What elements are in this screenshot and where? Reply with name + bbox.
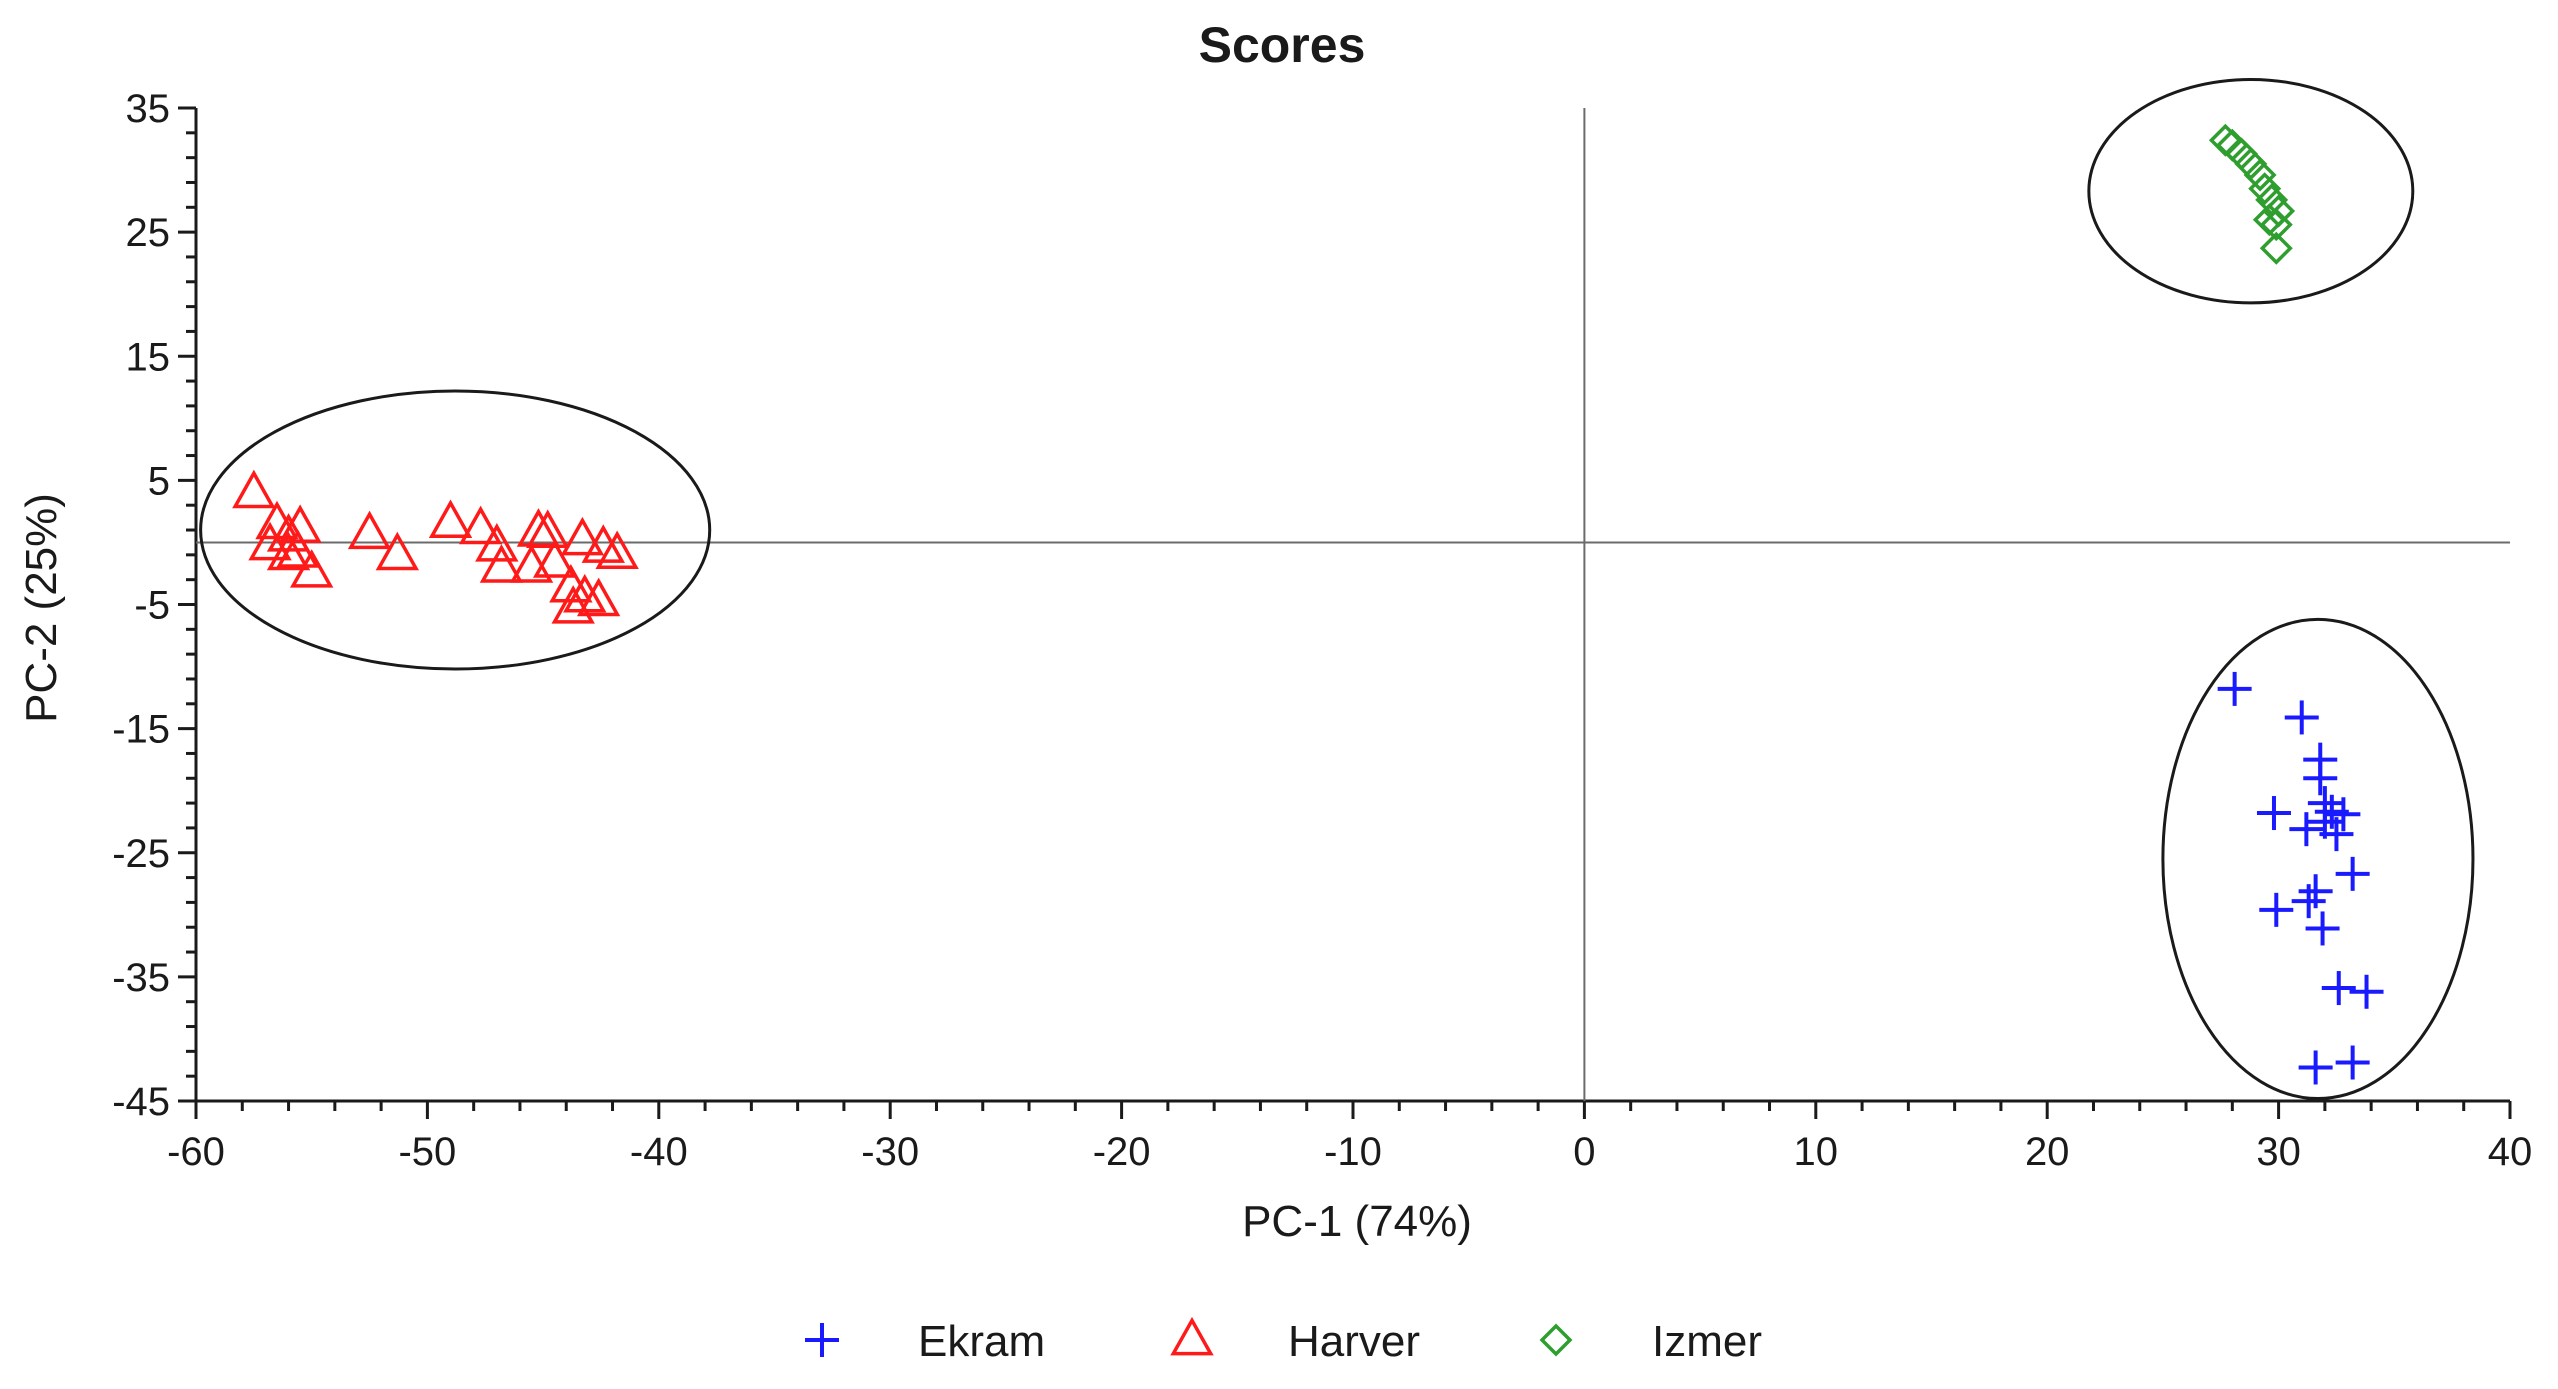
point-ekram: [2289, 812, 2324, 847]
cluster-ellipse-izmer: [2087, 77, 2415, 305]
y-tick-label: -5: [134, 584, 170, 628]
point-harver: [551, 585, 595, 624]
point-ekram: [2305, 911, 2340, 946]
point-ekram: [2217, 671, 2252, 706]
x-tick-label: -20: [1093, 1130, 1151, 1174]
point-izmer: [2225, 137, 2259, 171]
x-tick-label: -60: [167, 1130, 225, 1174]
cluster-ellipse-ekram: [2161, 617, 2475, 1101]
x-tick-label: 30: [2256, 1130, 2301, 1174]
point-ekram: [2335, 856, 2370, 891]
point-harver: [266, 531, 311, 571]
x-tick-label: -30: [861, 1130, 919, 1174]
y-axis-label: PC-2 (25%): [17, 493, 66, 723]
tick-labels: -60 -50 -40 -30 -20 -10 0 10 20 30 40 35 25 15 5 -5 -15 -…: [112, 87, 2532, 1174]
point-harver: [526, 509, 570, 548]
legend-marker-izmer: [1539, 1323, 1573, 1357]
point-ekram: [2335, 1045, 2370, 1080]
x-tick-label: 40: [2488, 1130, 2533, 1174]
y-tick-label: 5: [148, 459, 170, 503]
point-harver: [347, 510, 392, 550]
x-tick-label: 0: [1573, 1130, 1595, 1174]
y-tick-label: -45: [112, 1080, 170, 1124]
point-ekram: [2298, 1050, 2333, 1085]
cluster-ellipse-harver: [199, 389, 712, 671]
x-tick-label: 20: [2025, 1130, 2070, 1174]
y-tick-label: -35: [112, 956, 170, 1000]
chart-title: Scores: [1199, 17, 1366, 73]
point-harver: [276, 529, 320, 568]
x-tick-label: -50: [398, 1130, 456, 1174]
point-ekram: [2321, 971, 2356, 1006]
x-tick-label: 10: [1794, 1130, 1839, 1174]
point-harver: [375, 531, 420, 571]
point-harver: [248, 521, 292, 561]
x-tick-label: -40: [630, 1130, 688, 1174]
axes-layer: [178, 106, 2512, 1119]
point-ekram: [2284, 700, 2319, 735]
point-harver: [290, 549, 334, 588]
point-izmer: [2243, 158, 2277, 192]
point-izmer: [2248, 172, 2282, 206]
y-tick-label: -15: [112, 708, 170, 752]
legend-item-harver: Harver: [1170, 1316, 1420, 1366]
point-harver: [479, 544, 524, 583]
point-harver: [475, 523, 519, 562]
series-harver: [232, 469, 639, 624]
legend-label: Harver: [1288, 1317, 1420, 1366]
x-tick-label: -10: [1324, 1130, 1382, 1174]
legend: Ekram Harver Izmer: [805, 1316, 1762, 1366]
legend-label: Ekram: [918, 1317, 1045, 1366]
point-harver: [428, 499, 473, 539]
point-ekram: [2349, 974, 2384, 1009]
y-tick-label: 35: [126, 87, 171, 131]
legend-marker-ekram: [805, 1323, 839, 1357]
point-izmer: [2259, 208, 2293, 242]
legend-item-ekram: Ekram: [805, 1317, 1045, 1366]
point-ekram: [2307, 804, 2342, 839]
y-tick-label: -25: [112, 832, 170, 876]
data-points: [232, 123, 2384, 1085]
y-tick-label: 15: [126, 335, 171, 379]
point-harver: [560, 516, 605, 556]
series-izmer: [2208, 123, 2296, 265]
point-ekram: [2259, 892, 2294, 927]
point-izmer: [2259, 231, 2293, 265]
point-harver: [278, 504, 322, 543]
legend-marker-harver: [1170, 1316, 1214, 1356]
series-ekram: [2217, 671, 2384, 1085]
point-ekram: [2256, 796, 2291, 831]
x-axis-label: PC-1 (74%): [1242, 1197, 1472, 1246]
point-harver: [563, 573, 607, 613]
point-harver: [532, 539, 577, 578]
cluster-ellipses: [199, 77, 2475, 1101]
point-harver: [232, 469, 276, 509]
legend-label: Izmer: [1652, 1317, 1762, 1366]
point-harver: [576, 577, 621, 617]
point-ekram: [2291, 884, 2326, 919]
legend-item-izmer: Izmer: [1539, 1317, 1762, 1366]
y-tick-label: 25: [126, 211, 171, 255]
point-harver: [458, 505, 503, 545]
zero-lines: [196, 108, 2510, 1101]
point-ekram: [2303, 761, 2338, 796]
point-ekram: [2326, 797, 2361, 832]
point-harver: [595, 530, 639, 570]
